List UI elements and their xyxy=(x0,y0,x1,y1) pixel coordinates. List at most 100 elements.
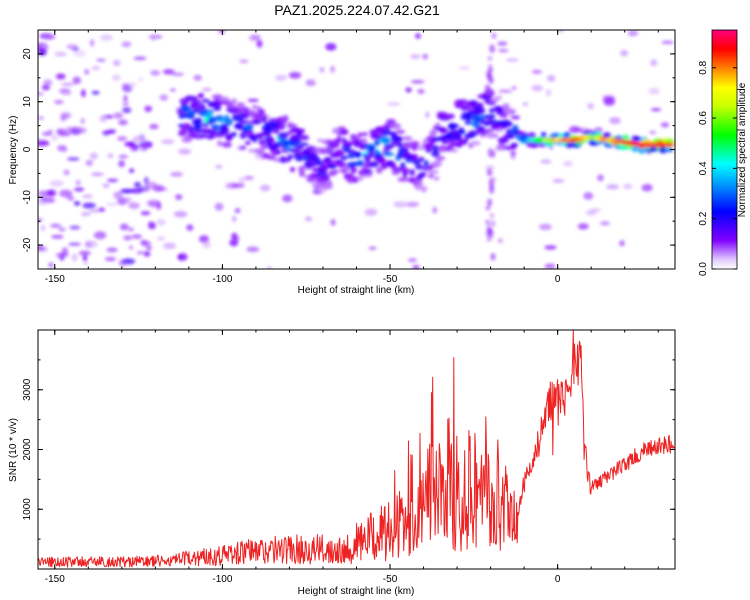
spectrogram-x-tick-label: -150 xyxy=(45,274,65,285)
spectrogram-ridge-blob xyxy=(468,100,478,106)
spectrogram-noise-blob xyxy=(619,240,625,247)
spectrogram-ridge-blob xyxy=(381,129,392,136)
spectrogram-noise-blob xyxy=(73,187,85,192)
spectrogram-noise-blob xyxy=(43,79,53,86)
spectrogram-ridge-blob xyxy=(358,138,368,143)
spectrogram-noise-blob xyxy=(589,208,602,213)
spectrogram-noise-blob xyxy=(568,125,580,134)
spectrogram-noise-blob xyxy=(122,107,132,114)
spectrogram-ridge-blob xyxy=(393,167,403,172)
spectrogram-noise-blob xyxy=(422,53,429,60)
spectrogram-noise-blob xyxy=(161,139,175,145)
spectrogram-ridge-blob xyxy=(352,176,359,183)
colorbar-gradient xyxy=(711,29,738,270)
spectrogram-noise-blob xyxy=(74,201,81,206)
spectrogram-ridge-blob xyxy=(477,102,484,108)
spectrogram-noise-blob xyxy=(489,213,495,219)
snr-x-tick-label: 0 xyxy=(555,574,561,585)
spectrogram-noise-blob xyxy=(144,105,153,113)
spectrogram-ridge-blob xyxy=(282,115,289,123)
snr-panel: -150 -100 -50 0 1000 2000 3000 Height of strai… xyxy=(8,329,676,597)
spectrogram-noise-blob xyxy=(491,32,497,39)
spectrogram-ridge-blob xyxy=(505,108,516,116)
spectrogram-noise-blob xyxy=(544,245,557,250)
spectrogram-ridge-blob xyxy=(199,133,208,139)
spectrogram-ridge-blob xyxy=(230,98,238,105)
spectrogram-ridge-blob xyxy=(418,156,425,162)
spectrogram-ridge-blob xyxy=(510,153,516,160)
spectrogram-ridge-blob xyxy=(465,113,472,120)
spectrogram-noise-blob xyxy=(121,258,136,265)
spectrogram-noise-blob xyxy=(120,188,134,194)
spectrogram-ridge-blob xyxy=(457,129,465,134)
spectrogram-noise-blob xyxy=(72,76,82,85)
spectrogram-ridge-blob xyxy=(241,114,250,119)
spectrogram-noise-blob xyxy=(498,48,509,53)
spectrogram-noise-blob xyxy=(215,165,223,169)
spectrogram-noise-blob xyxy=(148,221,156,230)
spectrogram-noise-blob xyxy=(143,176,149,185)
spectrogram-noise-blob xyxy=(91,65,101,71)
spectrogram-noise-blob xyxy=(650,108,662,112)
spectrogram-noise-blob xyxy=(105,202,119,206)
spectrogram-noise-blob xyxy=(41,84,51,91)
spectrogram-noise-blob xyxy=(159,94,169,101)
spectrogram-noise-blob xyxy=(107,153,114,159)
spectrogram-noise-blob xyxy=(609,117,621,125)
spectrogram-ridge-blob xyxy=(504,121,513,127)
spectrogram-noise-blob xyxy=(69,225,81,230)
spectrogram-noise-blob xyxy=(113,191,123,199)
spectrogram-noise-blob xyxy=(106,247,118,253)
spectrogram-noise-blob xyxy=(75,179,81,186)
spectrogram-ridge-blob xyxy=(329,169,340,174)
spectrogram-ridge-blob xyxy=(431,150,440,158)
spectrogram-noise-blob xyxy=(386,102,401,106)
spectrogram-noise-blob xyxy=(121,41,132,48)
spectrogram-noise-blob xyxy=(50,223,62,228)
snr-x-tick-label: -100 xyxy=(212,574,232,585)
spectrogram-noise-blob xyxy=(65,126,78,133)
spectrogram-ridge-blob xyxy=(341,137,347,144)
spectrogram-noise-blob xyxy=(80,118,85,124)
spectrogram-noise-blob xyxy=(99,114,107,123)
spectrogram-noise-blob xyxy=(55,128,67,135)
spectrogram-noise-blob xyxy=(305,79,316,87)
spectrogram-ridge-blob xyxy=(207,109,214,116)
spectrogram-noise-blob xyxy=(54,51,67,57)
spectrogram-noise-blob xyxy=(38,48,47,56)
spectrogram-noise-blob xyxy=(68,242,81,246)
spectrogram-noise-blob xyxy=(490,220,496,228)
spectrogram-noise-blob xyxy=(93,231,107,240)
spectrogram-ridge-blob xyxy=(252,119,262,124)
spectrogram-noise-blob xyxy=(117,136,128,142)
spectrogram-noise-blob xyxy=(84,240,98,248)
spectrogram-ridge-blob xyxy=(409,169,416,176)
spectrogram-noise-blob xyxy=(234,208,241,214)
spectrogram-noise-blob xyxy=(214,202,224,211)
spectrogram-noise-blob xyxy=(650,59,658,67)
spectrogram-noise-blob xyxy=(505,58,519,62)
spectrogram-ridge-blob xyxy=(463,137,469,143)
spectrogram-ridge-blob xyxy=(484,128,495,133)
spectrogram-noise-blob xyxy=(80,211,91,217)
spectrogram-noise-blob xyxy=(102,183,110,188)
colorbar-ticks: 0.0 0.2 0.4 0.6 0.8 xyxy=(698,60,737,276)
spectrogram-noise-blob xyxy=(138,77,143,82)
spectrogram-noise-blob xyxy=(267,265,272,269)
spectrogram-noise-blob xyxy=(155,202,162,210)
spectrogram-noise-blob xyxy=(169,88,176,92)
spectrogram-ridge-blob xyxy=(251,104,259,110)
spectrogram-noise-blob xyxy=(84,68,90,75)
spectrogram-noise-blob xyxy=(78,250,91,256)
spectrogram-ridge-blob xyxy=(667,148,674,153)
spectrogram-ridge-blob xyxy=(209,117,217,122)
spectrogram-ridge-blob xyxy=(410,154,419,160)
spectrogram-ridge-blob xyxy=(272,128,280,134)
spectrogram-noise-blob xyxy=(603,97,616,106)
spectrogram-noise-blob xyxy=(122,83,130,89)
snr-series-line xyxy=(38,330,675,568)
spectrogram-ridge-blob xyxy=(622,134,630,142)
spectrogram-ridge-blob xyxy=(369,146,375,152)
spectrogram-noise-blob xyxy=(248,34,261,42)
